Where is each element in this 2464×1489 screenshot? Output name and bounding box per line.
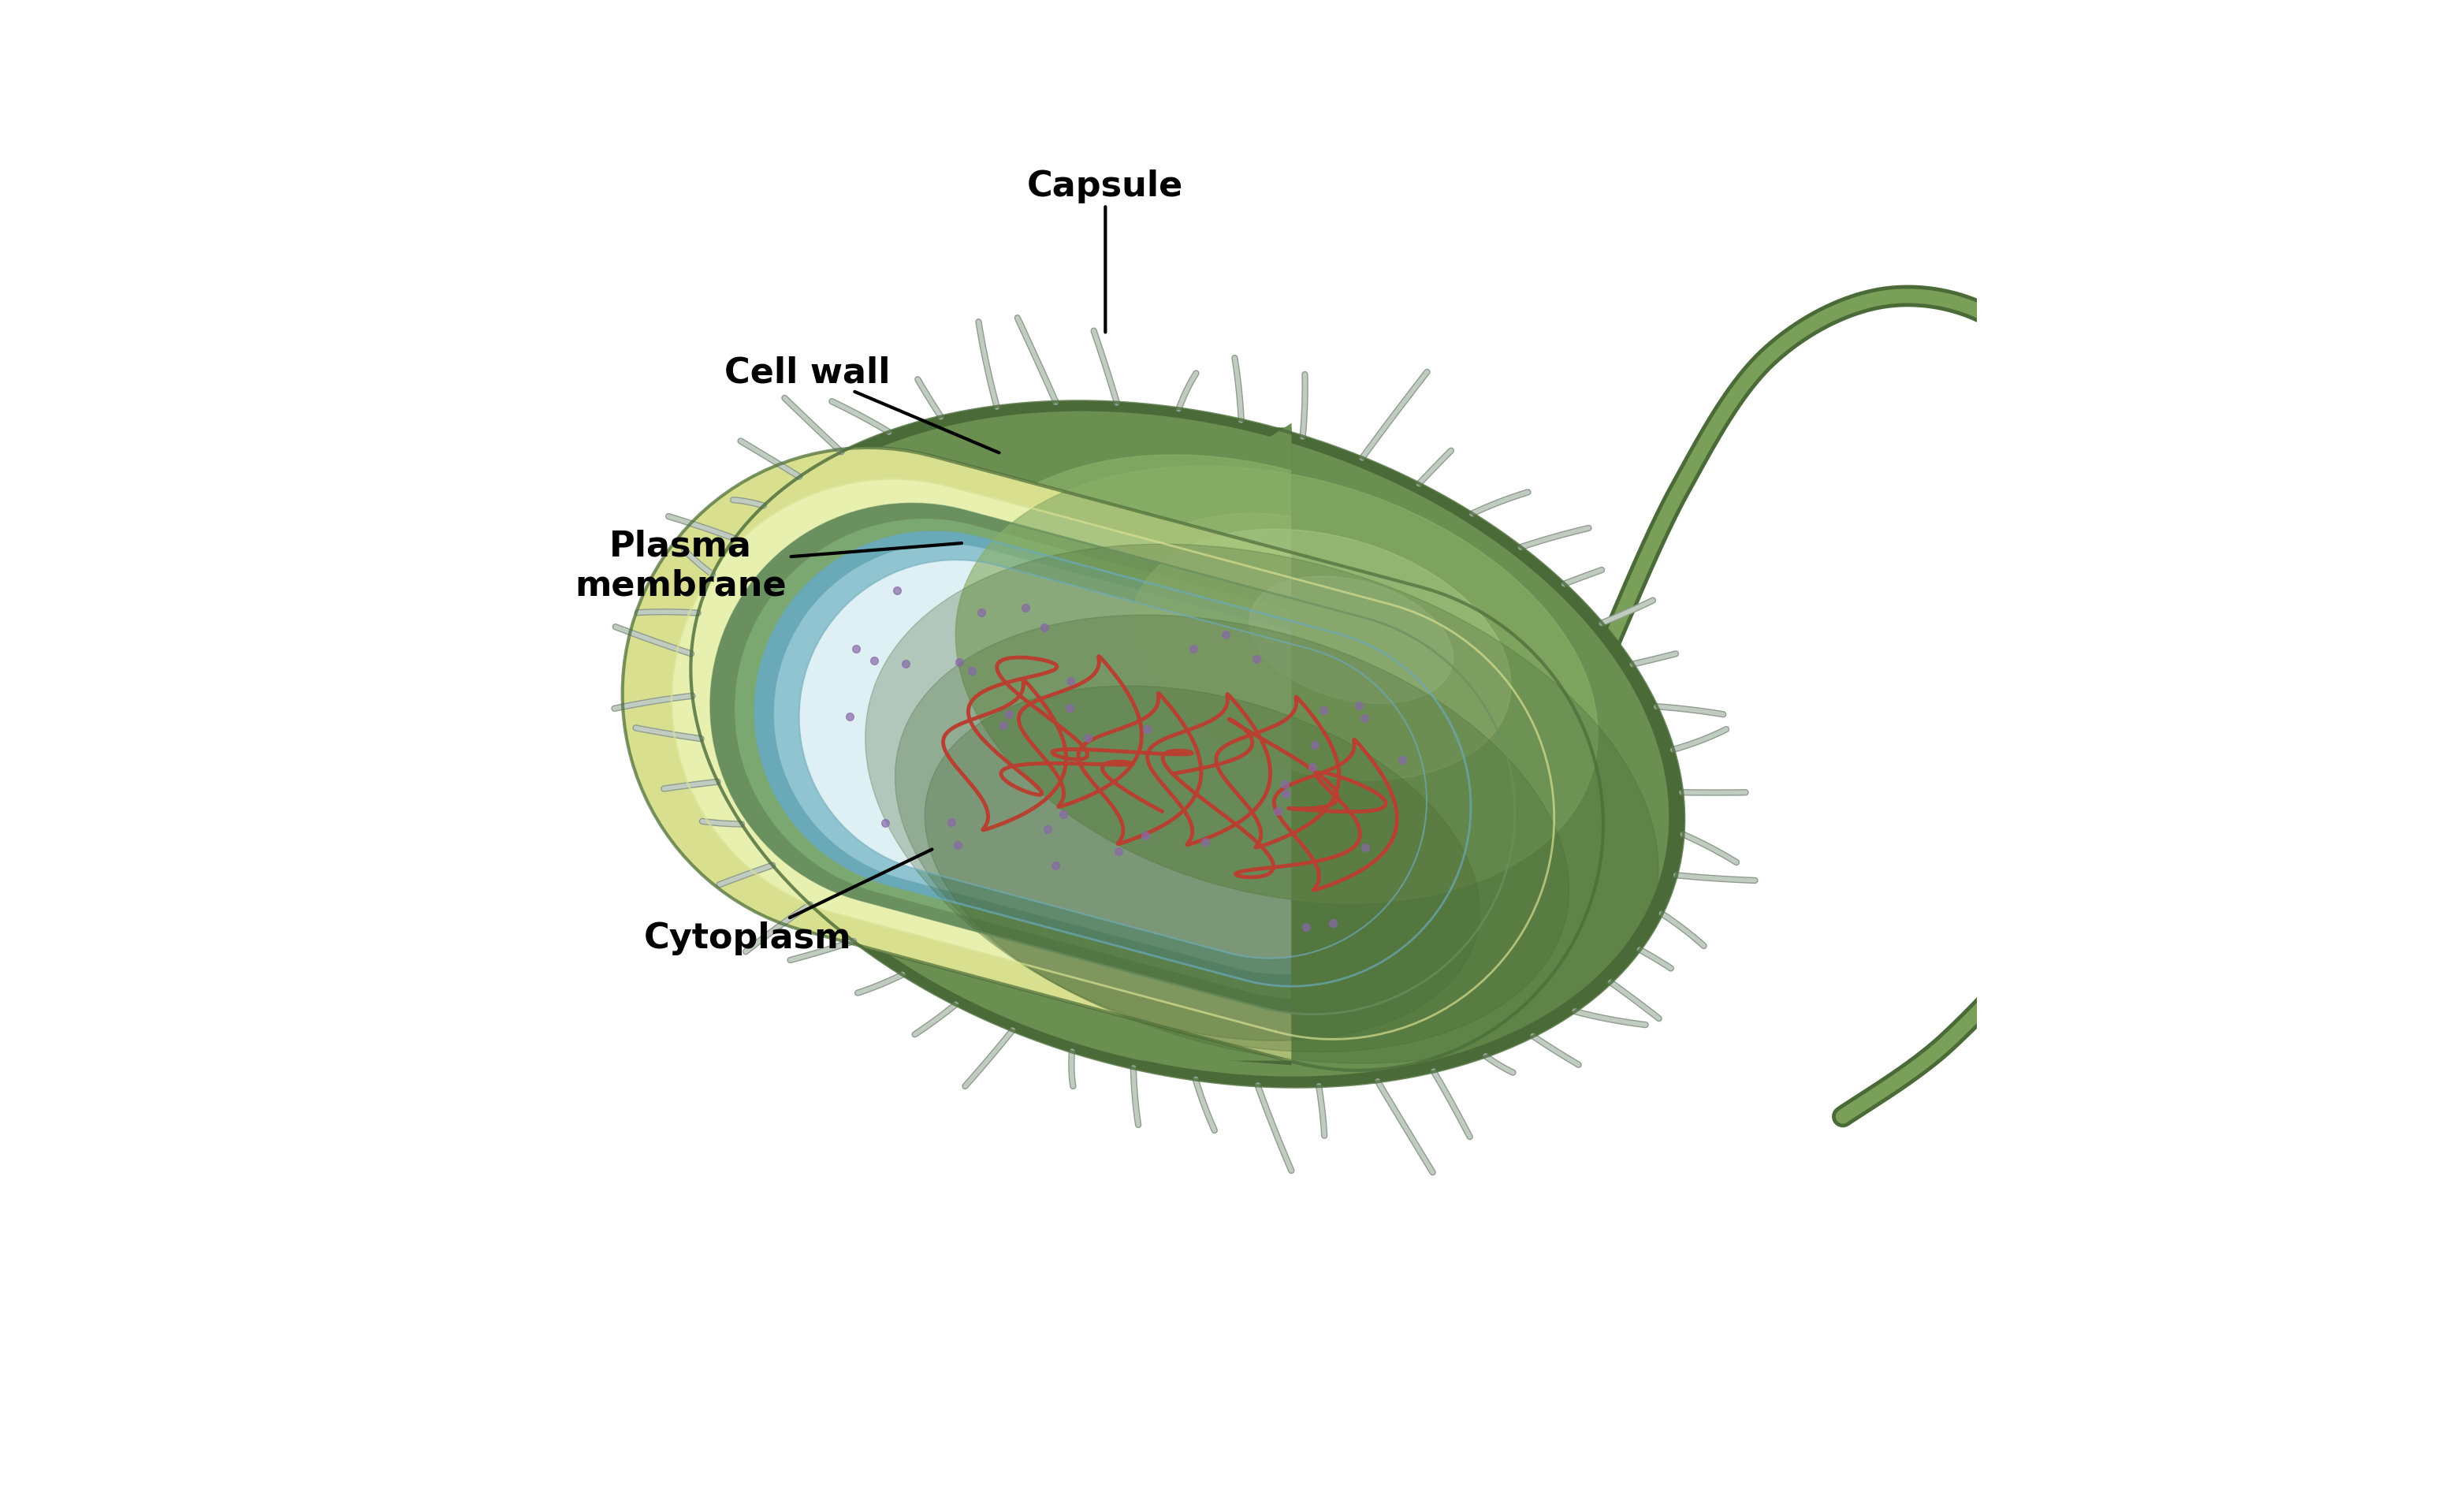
Polygon shape	[754, 532, 1471, 987]
Polygon shape	[734, 520, 1491, 999]
Polygon shape	[690, 402, 1683, 1087]
Polygon shape	[710, 505, 1515, 1014]
Polygon shape	[774, 545, 1451, 974]
Polygon shape	[705, 412, 1668, 1077]
Polygon shape	[1101, 427, 1683, 1087]
Text: Cytoplasm: Cytoplasm	[643, 850, 931, 954]
Polygon shape	[1131, 530, 1510, 780]
Polygon shape	[894, 615, 1570, 1053]
Polygon shape	[623, 448, 1604, 1071]
Polygon shape	[1111, 514, 1503, 797]
Text: Capsule: Capsule	[1027, 170, 1183, 334]
Polygon shape	[673, 479, 1555, 1039]
Polygon shape	[924, 686, 1478, 1041]
Polygon shape	[798, 560, 1427, 959]
Text: Plasma
membrane: Plasma membrane	[574, 529, 961, 603]
Polygon shape	[1249, 576, 1454, 704]
Polygon shape	[1104, 423, 1668, 1077]
Polygon shape	[956, 466, 1597, 904]
Polygon shape	[865, 545, 1658, 1063]
Text: Cell wall: Cell wall	[724, 356, 998, 453]
Polygon shape	[944, 456, 1579, 914]
